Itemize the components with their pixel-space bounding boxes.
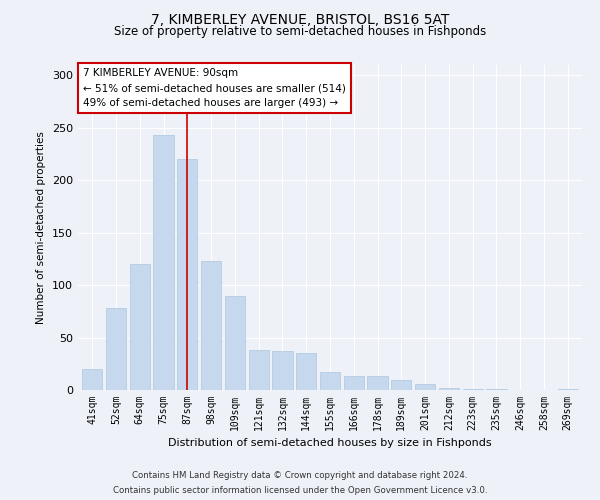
Bar	[487, 389, 506, 390]
Text: Size of property relative to semi-detached houses in Fishponds: Size of property relative to semi-detach…	[114, 25, 486, 38]
Text: 7 KIMBERLEY AVENUE: 90sqm
← 51% of semi-detached houses are smaller (514)
49% of: 7 KIMBERLEY AVENUE: 90sqm ← 51% of semi-…	[83, 68, 346, 108]
Bar	[106, 308, 126, 390]
Bar	[82, 369, 103, 390]
Bar	[248, 350, 269, 390]
Bar	[557, 389, 578, 390]
Bar	[201, 261, 221, 390]
Bar	[154, 135, 173, 390]
X-axis label: Distribution of semi-detached houses by size in Fishponds: Distribution of semi-detached houses by …	[168, 438, 492, 448]
Y-axis label: Number of semi-detached properties: Number of semi-detached properties	[37, 131, 46, 324]
Bar	[463, 389, 483, 390]
Bar	[272, 351, 293, 390]
Bar	[130, 264, 150, 390]
Bar	[296, 354, 316, 390]
Text: Contains HM Land Registry data © Crown copyright and database right 2024.: Contains HM Land Registry data © Crown c…	[132, 471, 468, 480]
Bar	[415, 384, 435, 390]
Bar	[367, 376, 388, 390]
Text: 7, KIMBERLEY AVENUE, BRISTOL, BS16 5AT: 7, KIMBERLEY AVENUE, BRISTOL, BS16 5AT	[151, 12, 449, 26]
Bar	[344, 376, 364, 390]
Bar	[391, 380, 412, 390]
Text: Contains public sector information licensed under the Open Government Licence v3: Contains public sector information licen…	[113, 486, 487, 495]
Bar	[439, 388, 459, 390]
Bar	[177, 160, 197, 390]
Bar	[225, 296, 245, 390]
Bar	[320, 372, 340, 390]
